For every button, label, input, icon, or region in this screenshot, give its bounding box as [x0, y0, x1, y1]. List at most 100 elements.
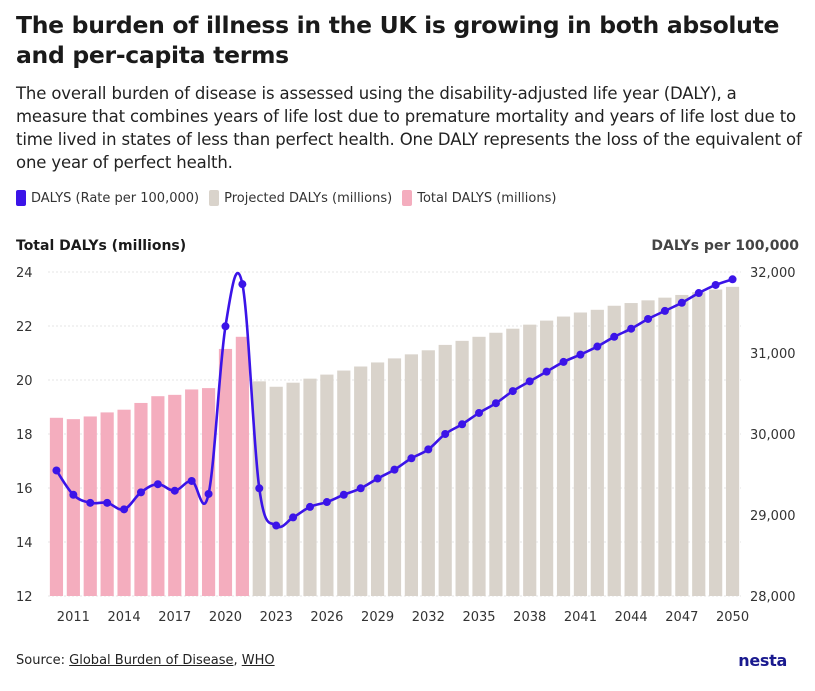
projected-dalys-bar: [387, 358, 402, 596]
projected-dalys-bar: [624, 303, 638, 596]
projected-dalys-bar: [556, 316, 571, 596]
right-tick-label: 31,000: [750, 347, 796, 362]
x-tick-label: 2044: [615, 610, 648, 625]
rate-point: [475, 408, 484, 417]
legend-label-projected: Projected DALYs (millions): [224, 190, 393, 206]
rate-point: [441, 430, 450, 438]
total-dalys-bar: [49, 417, 64, 596]
rate-point: [136, 488, 145, 497]
rate-point: [390, 465, 399, 474]
legend: DALYS (Rate per 100,000) Projected DALYs…: [16, 190, 566, 206]
rate-point: [542, 367, 551, 376]
rate-point: [593, 342, 602, 351]
left-axis-title: Total DALYs (millions): [16, 238, 187, 254]
rate-point: [491, 399, 500, 408]
legend-item-projected: Projected DALYs (millions): [209, 190, 392, 206]
x-tick-label: 2023: [260, 610, 293, 625]
projected-dalys-bar: [675, 294, 689, 596]
left-tick-label: 16: [16, 482, 33, 497]
right-axis-title: DALYs per 100,000: [651, 238, 799, 254]
axis-ticks: 12 14 16 18 20 22 24 28,000 29,000 30,000 31,000 32…: [16, 266, 796, 625]
bars: [49, 286, 740, 596]
left-tick-label: 12: [16, 590, 33, 605]
rate-point: [272, 521, 281, 530]
x-tick-label: 2026: [310, 610, 343, 625]
left-tick-label: 20: [16, 374, 33, 389]
x-tick-label: 2029: [361, 610, 394, 625]
rate-point: [238, 280, 247, 289]
projected-dalys-bar: [337, 370, 351, 596]
rate-point: [69, 490, 78, 499]
projected-dalys-bar: [320, 374, 334, 596]
legend-label-rate: DALYS (Rate per 100,000): [31, 190, 200, 206]
total-dalys-bar: [218, 348, 233, 596]
legend-swatch-projected: [209, 190, 220, 206]
projected-dalys-bar: [540, 320, 554, 596]
right-tick-label: 32,000: [750, 266, 796, 281]
projected-dalys-bar: [590, 309, 604, 596]
rate-point: [289, 513, 298, 522]
rate-point: [356, 484, 365, 493]
x-tick-label: 2038: [513, 610, 546, 625]
projected-dalys-bar: [692, 292, 706, 596]
rate-point: [305, 502, 314, 511]
total-dalys-bar: [168, 394, 182, 596]
left-tick-label: 18: [16, 428, 33, 443]
projected-dalys-bar: [607, 305, 621, 596]
rate-point: [373, 474, 382, 483]
chart-subtitle: The overall burden of disease is assesse…: [16, 84, 802, 172]
x-tick-label: 2014: [108, 610, 141, 625]
rate-point: [86, 498, 95, 507]
rate-point: [677, 298, 686, 307]
projected-dalys-bar: [641, 300, 655, 596]
x-tick-label: 2020: [209, 610, 242, 625]
projected-dalys-bar: [404, 354, 418, 596]
legend-item-total: Total DALYS (millions): [402, 190, 556, 206]
x-tick-label: 2035: [462, 610, 495, 625]
total-dalys-bar: [151, 396, 165, 596]
source-prefix: Source:: [16, 653, 70, 668]
nesta-logo: nesta: [738, 651, 787, 670]
projected-dalys-bar: [421, 350, 435, 596]
rate-point: [103, 498, 112, 507]
rate-point: [255, 484, 264, 493]
projected-dalys-bar: [573, 312, 588, 596]
total-dalys-bar: [66, 419, 80, 596]
legend-swatch-rate: [16, 190, 26, 206]
rate-point: [508, 387, 517, 396]
rate-point: [694, 289, 703, 298]
rate-point: [610, 332, 619, 341]
rate-point: [728, 275, 737, 284]
projected-dalys-bar: [303, 378, 317, 596]
projected-dalys-bar: [658, 297, 672, 596]
source-separator: ,: [233, 653, 242, 668]
rate-point: [339, 490, 348, 499]
x-tick-label: 2047: [665, 610, 698, 625]
rate-point: [576, 350, 585, 359]
rate-point: [559, 357, 568, 366]
rate-point: [170, 486, 179, 495]
rate-point: [221, 322, 230, 331]
rate-line: [52, 271, 737, 530]
projected-dalys-bar: [354, 366, 368, 596]
rate-point: [204, 489, 213, 498]
left-tick-label: 22: [16, 320, 33, 335]
x-tick-label: 2032: [412, 610, 445, 625]
total-dalys-bar: [134, 402, 148, 596]
source-link-gbd[interactable]: Global Burden of Disease: [69, 653, 234, 668]
source-link-who[interactable]: WHO: [241, 653, 275, 668]
projected-dalys-bar: [506, 328, 520, 596]
left-tick-label: 24: [16, 266, 33, 281]
rate-point: [627, 324, 636, 333]
projected-dalys-bar: [438, 344, 452, 596]
projected-dalys-bar: [269, 386, 283, 596]
chart-title: The burden of illness in the UK is growi…: [16, 11, 780, 69]
x-tick-label: 2050: [716, 610, 749, 625]
rate-point: [153, 480, 162, 489]
rate-point: [120, 505, 129, 514]
right-tick-label: 30,000: [750, 428, 796, 443]
legend-label-total: Total DALYS (millions): [417, 190, 557, 206]
x-tick-label: 2017: [158, 610, 191, 625]
source-note: Source: Global Burden of Disease, WHO: [16, 653, 275, 668]
